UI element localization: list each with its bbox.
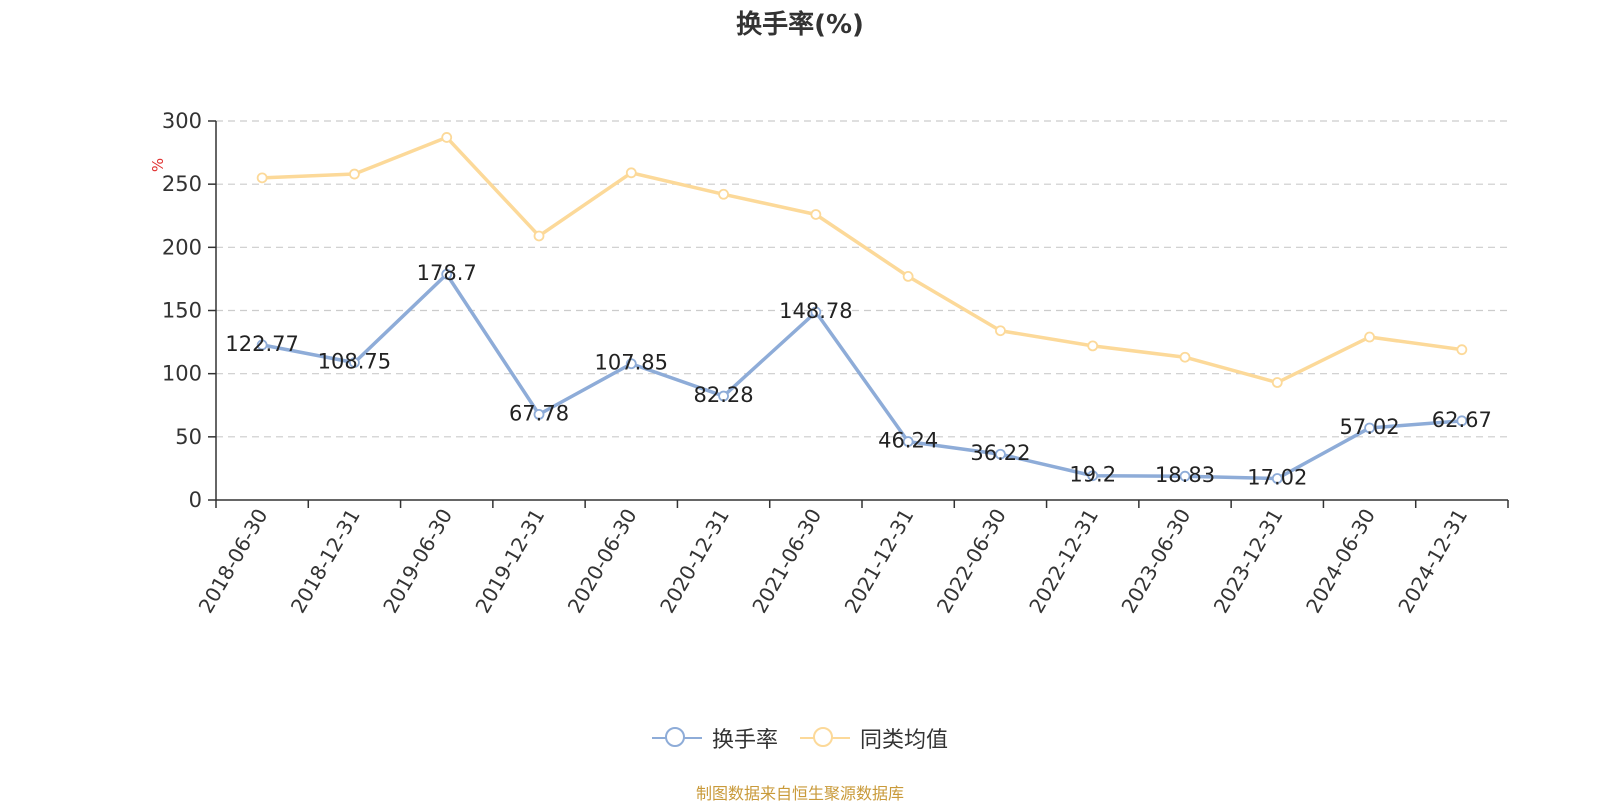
y-tick-label: 250 bbox=[162, 172, 202, 196]
data-point bbox=[349, 168, 360, 180]
data-point bbox=[349, 357, 360, 369]
y-tick-label: 100 bbox=[162, 362, 202, 386]
legend-swatch-peer-average-icon bbox=[800, 726, 850, 750]
data-point bbox=[533, 230, 545, 242]
x-tick-label: 2024-12-31 bbox=[1393, 505, 1472, 618]
data-point bbox=[810, 306, 822, 318]
chart-title: 换手率(%) bbox=[736, 10, 864, 40]
data-label: 46.24 bbox=[878, 429, 938, 453]
data-point bbox=[1271, 473, 1283, 484]
series-line-1 bbox=[262, 135, 1463, 385]
data-label: 36.22 bbox=[970, 441, 1030, 465]
data-label: 108.75 bbox=[318, 350, 391, 374]
legend-label-turnover: 换手率 bbox=[711, 728, 778, 753]
x-tick-label: 2024-06-30 bbox=[1301, 505, 1380, 618]
data-label: 107.85 bbox=[595, 351, 668, 375]
data-point bbox=[1364, 422, 1375, 434]
x-tick-label: 2023-06-30 bbox=[1116, 505, 1195, 618]
y-tick-label: 300 bbox=[162, 109, 202, 133]
data-label: 62.67 bbox=[1432, 408, 1492, 432]
x-tick-label: 2018-06-30 bbox=[194, 505, 273, 618]
y-axis-unit-label: % bbox=[149, 158, 167, 172]
x-tick-label: 2018-12-31 bbox=[286, 505, 365, 618]
data-point bbox=[625, 167, 637, 179]
data-point bbox=[1179, 470, 1191, 482]
x-tick-label: 2021-06-30 bbox=[747, 505, 826, 618]
data-point bbox=[902, 436, 914, 447]
y-tick-label: 50 bbox=[175, 425, 202, 449]
series-lines bbox=[256, 132, 1468, 484]
x-tick-label: 2022-12-31 bbox=[1024, 505, 1103, 618]
data-point bbox=[1456, 344, 1468, 356]
y-tick-label: 150 bbox=[162, 299, 202, 323]
data-label: 82.28 bbox=[694, 383, 754, 407]
legend-swatch-turnover-icon bbox=[651, 726, 702, 750]
data-point bbox=[256, 172, 268, 184]
data-point bbox=[1271, 377, 1283, 388]
data-label: 17.02 bbox=[1247, 465, 1307, 489]
data-point bbox=[441, 132, 453, 143]
data-point bbox=[533, 408, 545, 420]
legend-item-turnover[interactable]: 换手率 bbox=[651, 722, 778, 754]
data-label: 67.78 bbox=[509, 401, 569, 425]
data-point bbox=[1087, 470, 1099, 482]
x-tick-label: 2021-12-31 bbox=[840, 505, 919, 618]
x-tick-label: 2023-12-31 bbox=[1209, 505, 1288, 618]
data-point bbox=[1087, 340, 1099, 352]
data-point bbox=[810, 209, 822, 220]
data-point bbox=[718, 390, 729, 402]
data-point bbox=[1179, 351, 1191, 363]
x-tick-label: 2020-12-31 bbox=[655, 505, 734, 618]
data-label: 178.7 bbox=[417, 261, 477, 285]
x-tick-label: 2019-12-31 bbox=[470, 505, 549, 618]
gridlines bbox=[216, 120, 1508, 438]
data-point bbox=[625, 358, 637, 370]
y-tick-label: 200 bbox=[162, 235, 202, 259]
data-point bbox=[256, 339, 268, 351]
data-point bbox=[995, 448, 1006, 460]
x-tick-label: 2022-06-30 bbox=[932, 505, 1011, 618]
data-point bbox=[995, 325, 1006, 337]
legend: 换手率 同类均值 bbox=[0, 722, 1600, 754]
data-point bbox=[441, 268, 453, 280]
x-tick-label: 2019-06-30 bbox=[378, 505, 457, 618]
data-label: 148.78 bbox=[779, 299, 852, 323]
data-labels: 122.77 108.75 178.7 67.78 107.85 82.28 148.78 4… bbox=[225, 261, 1492, 489]
data-point bbox=[1456, 415, 1468, 427]
data-label: 18.83 bbox=[1155, 463, 1215, 487]
data-label: 122.77 bbox=[225, 332, 298, 356]
x-tick-label: 2020-06-30 bbox=[563, 505, 642, 618]
data-label: 19.2 bbox=[1069, 463, 1116, 487]
data-point bbox=[902, 270, 914, 282]
y-tick-label: 0 bbox=[189, 488, 202, 512]
legend-item-peer-average[interactable]: 同类均值 bbox=[800, 722, 948, 754]
series-line-0 bbox=[261, 272, 1462, 481]
data-point bbox=[718, 188, 729, 200]
data-source-note: 制图数据来自恒生聚源数据库 bbox=[695, 784, 904, 803]
data-label: 57.02 bbox=[1340, 415, 1400, 439]
data-point bbox=[1364, 331, 1375, 343]
legend-label-peer-average: 同类均值 bbox=[860, 728, 949, 753]
